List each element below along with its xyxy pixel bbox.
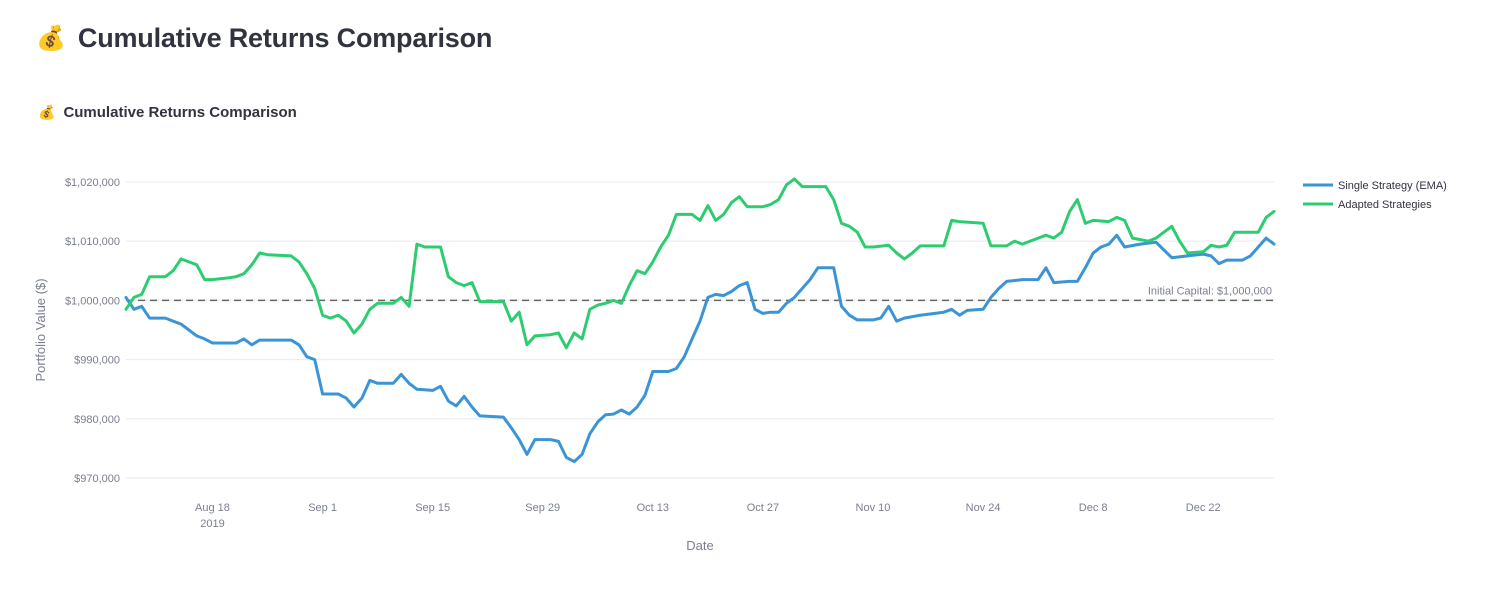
legend-label: Adapted Strategies [1338,199,1432,211]
x-tick-label: Dec 22 [1186,502,1221,514]
y-tick-label: $1,010,000 [65,236,120,248]
x-tick-sublabel: 2019 [200,518,224,530]
series-line-single-strategy[interactable] [124,233,1276,464]
section-header: 💰 Cumulative Returns Comparison [38,104,297,121]
y-tick-label: $1,000,000 [65,295,120,307]
y-tick-label: $1,020,000 [65,177,120,189]
x-axis-ticks: Aug 18 2019 Sep 1 Sep 15 Sep 29 Oct 13 Oct 27 N… [195,502,1221,530]
x-axis-title: Date [686,538,713,553]
x-tick-label: Oct 13 [637,502,669,514]
series-line-adapted-strategies[interactable] [124,177,1276,350]
y-tick-label: $980,000 [74,414,120,426]
x-tick-label: Nov 10 [856,502,891,514]
legend-item[interactable]: Adapted Strategies [1303,199,1432,211]
grid-layer [126,181,1274,479]
x-tick-label: Sep 1 [308,502,337,514]
x-tick-label: Sep 15 [415,502,450,514]
x-tick-label: Sep 29 [525,502,560,514]
page-header: 💰 Cumulative Returns Comparison [36,18,492,58]
x-tick-label: Dec 8 [1079,502,1108,514]
legend-item[interactable]: Single Strategy (EMA) [1303,180,1447,192]
reference-line-layer: Initial Capital: $1,000,000 [126,285,1274,302]
y-tick-label: $970,000 [74,473,120,485]
legend[interactable]: Single Strategy (EMA) Adapted Strategies [1303,180,1447,211]
money-bag-icon: 💰 [38,104,56,121]
money-bag-icon: 💰 [36,24,66,52]
legend-label: Single Strategy (EMA) [1338,180,1447,192]
series-layer[interactable] [124,177,1276,464]
initial-capital-label: Initial Capital: $1,000,000 [1148,285,1272,297]
y-axis-title: Portfolio Value ($) [33,278,48,381]
x-tick-label: Nov 24 [966,502,1001,514]
section-title: Cumulative Returns Comparison [63,104,297,121]
y-tick-label: $990,000 [74,355,120,367]
page-title: Cumulative Returns Comparison [77,22,493,53]
y-axis-ticks: $970,000 $980,000 $990,000 $1,000,000 $1,010… [65,177,120,485]
x-tick-label: Oct 27 [747,502,779,514]
x-tick-label: Aug 18 [195,502,230,514]
